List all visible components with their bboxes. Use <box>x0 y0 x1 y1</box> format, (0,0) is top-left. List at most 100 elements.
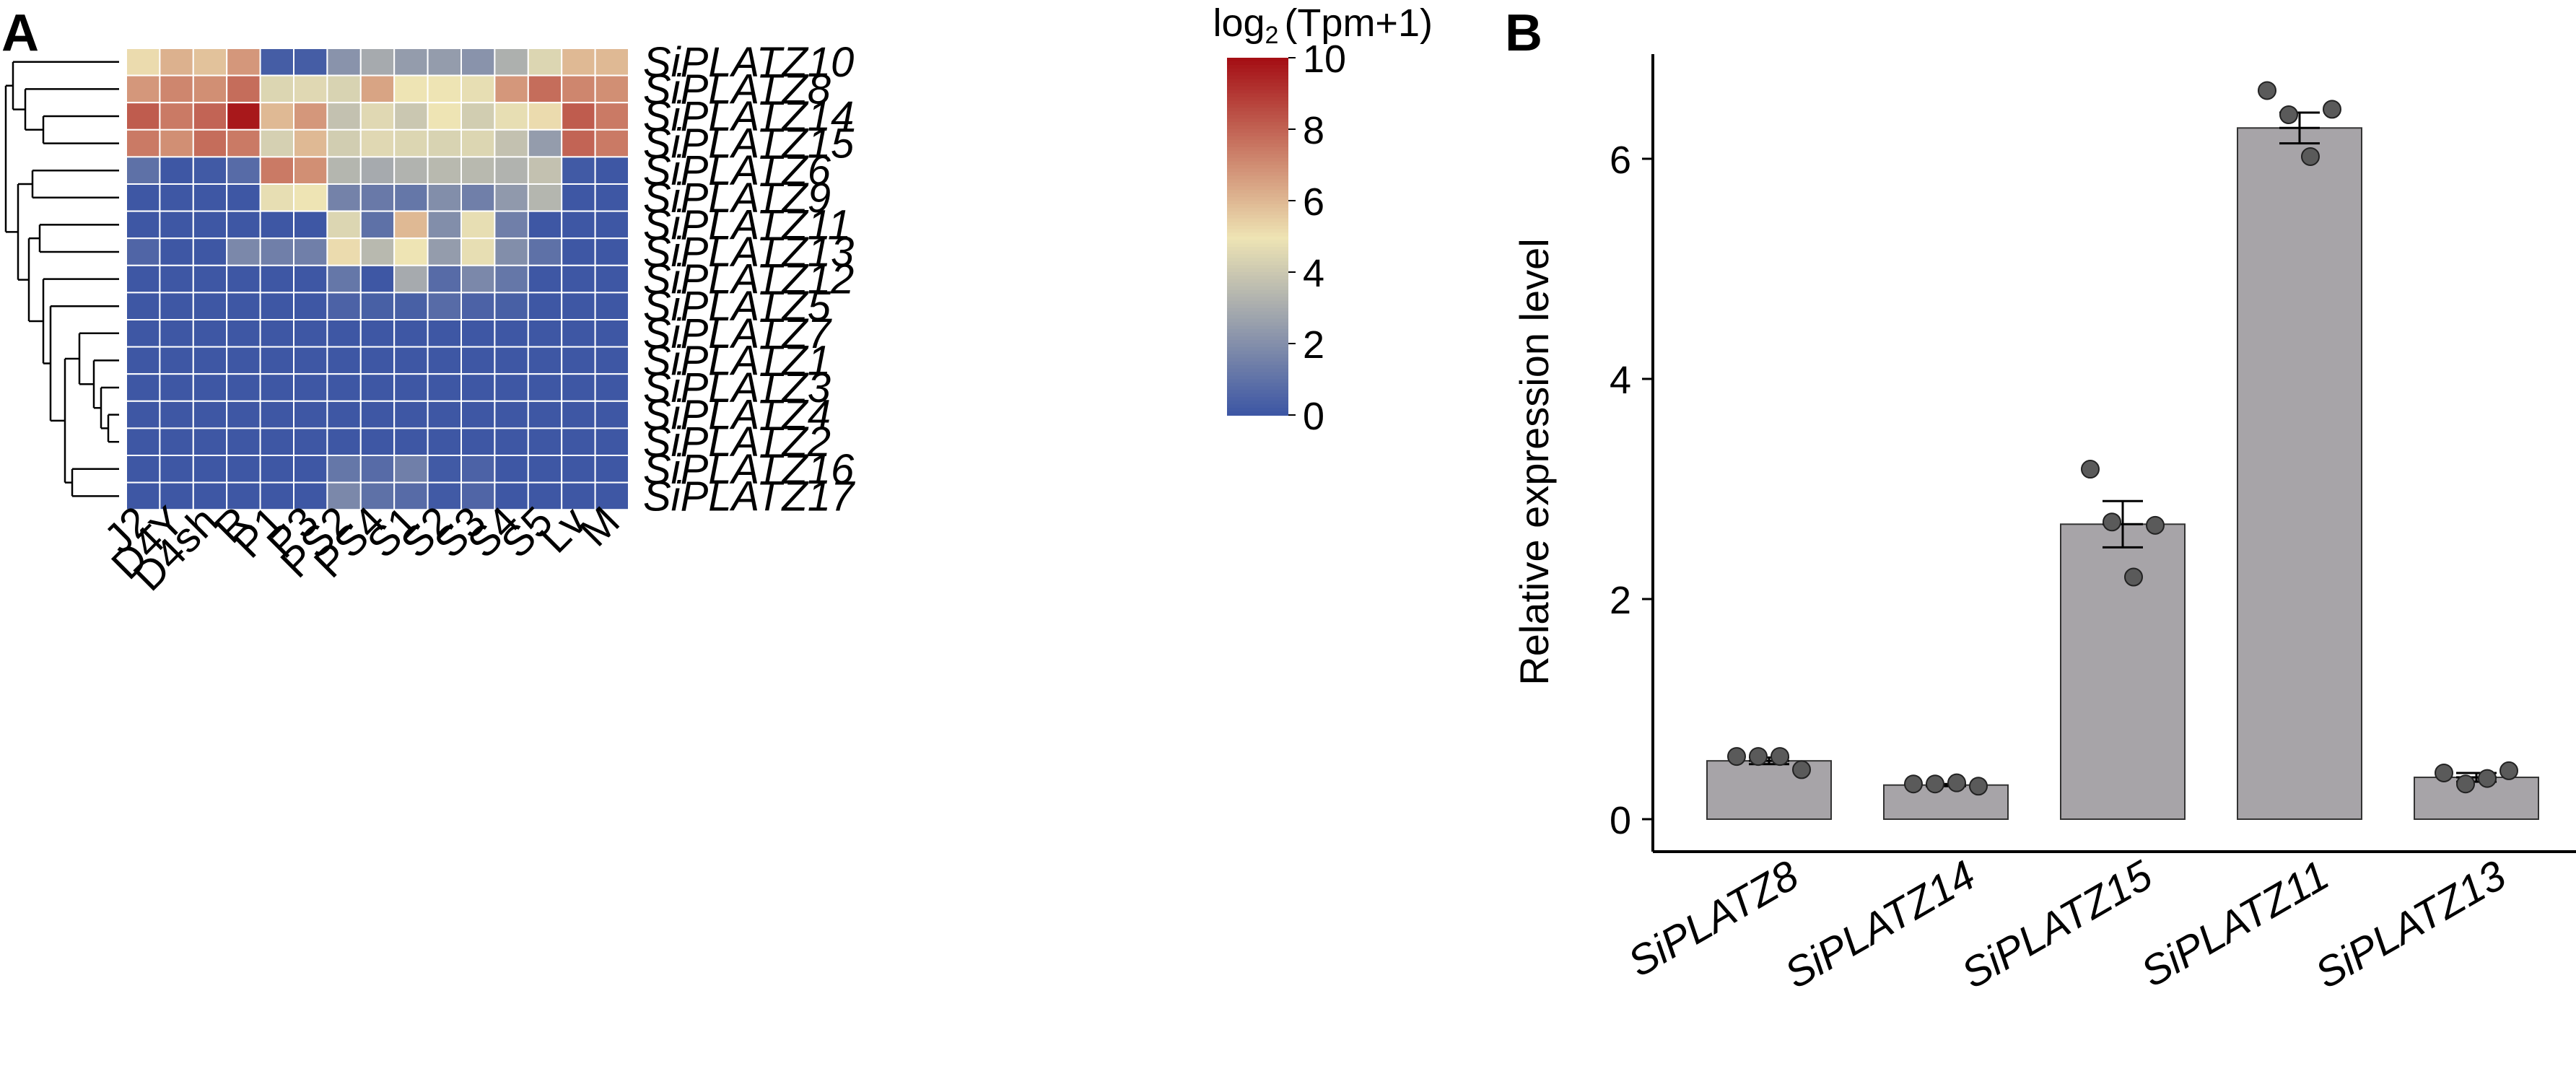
legend-gradient-segment <box>1227 64 1288 69</box>
legend-gradient-segment <box>1227 361 1288 366</box>
legend-gradient-segment <box>1227 329 1288 334</box>
replicate-point <box>2279 105 2298 124</box>
legend-gradient-segment <box>1227 326 1288 331</box>
bars <box>1706 127 2539 821</box>
legend-gradient-segment <box>1227 97 1288 102</box>
heatmap-cell <box>226 427 261 457</box>
x-axis-label: SiPLATZ14 <box>1777 852 1983 997</box>
heatmap-cell <box>527 400 563 429</box>
bar <box>2414 777 2539 821</box>
heatmap-cell <box>561 264 596 294</box>
heatmap-cell <box>293 210 328 240</box>
heatmap-cell <box>427 264 462 294</box>
heatmap-cell <box>460 183 496 212</box>
heatmap-cell <box>226 400 261 429</box>
heatmap-cell <box>494 156 529 185</box>
legend-gradient-segment <box>1227 100 1288 105</box>
legend-tick-label: 6 <box>1303 180 1324 224</box>
heatmap-cell <box>293 74 328 104</box>
heatmap-cell <box>326 427 362 457</box>
replicate-point <box>1727 747 1746 766</box>
heatmap-cell <box>359 373 396 402</box>
heatmap-cell <box>259 319 295 348</box>
legend-gradient-segment <box>1227 318 1288 323</box>
heatmap-cell <box>527 102 563 131</box>
legend-gradient-segment <box>1227 93 1288 98</box>
heatmap-cell <box>192 346 228 375</box>
heatmap-cell <box>192 156 228 185</box>
legend-gradient-segment <box>1227 175 1288 180</box>
legend-gradient-segment <box>1227 254 1288 259</box>
heatmap-cell <box>192 373 228 402</box>
heatmap-cell <box>192 427 228 457</box>
legend-gradient-segment <box>1227 161 1288 166</box>
heatmap-cell <box>359 128 396 158</box>
heatmap-cell <box>192 74 228 104</box>
y-tick-label: 2 <box>1610 579 1631 622</box>
legend-gradient-segment <box>1227 179 1288 184</box>
legend-gradient-segment <box>1227 404 1288 409</box>
heatmap-cell <box>126 102 161 131</box>
legend-gradient-segment <box>1227 207 1288 212</box>
legend-gradient-segment <box>1227 350 1288 355</box>
heatmap-cell <box>159 237 194 266</box>
color-legend: log2 (Tpm+1) 0 2 4 6 8 10 <box>1213 1 1433 438</box>
y-axis-title: Relative expression level <box>1511 238 1557 685</box>
bar <box>2237 127 2362 821</box>
heatmap-cell <box>326 210 362 240</box>
legend-gradient-segment <box>1227 136 1288 141</box>
heatmap-cell <box>326 237 362 266</box>
heatmap-cell <box>259 373 295 402</box>
heatmap-cell <box>192 264 228 294</box>
legend-gradient-segment <box>1227 261 1288 266</box>
legend-gradient-segment <box>1227 368 1288 373</box>
heatmap-cell <box>259 210 295 240</box>
heatmap-cell <box>126 427 161 457</box>
heatmap-row-label: SiPLATZ7 <box>643 310 833 357</box>
heatmap-cell <box>259 400 295 429</box>
heatmap-cell <box>293 455 328 484</box>
heatmap-row-label: SiPLATZ2 <box>643 419 831 466</box>
legend-gradient-segment <box>1227 232 1288 237</box>
heatmap-cell <box>293 237 328 266</box>
heatmap-cell <box>527 74 563 104</box>
heatmap-row-label: SiPLATZ10 <box>643 39 854 86</box>
heatmap-cell <box>594 264 629 294</box>
heatmap-cell <box>594 427 629 457</box>
heatmap-cell <box>126 128 161 158</box>
replicate-point <box>2103 512 2121 532</box>
legend-gradient-segment <box>1227 115 1288 120</box>
heatmap-row-label: SiPLATZ9 <box>643 175 831 222</box>
legend-gradient-segment <box>1227 333 1288 338</box>
legend-gradient-segment <box>1227 61 1288 66</box>
heatmap-cell <box>326 346 362 375</box>
heatmap-cell <box>494 237 529 266</box>
heatmap-cell <box>594 74 629 104</box>
heatmap-cell <box>126 319 161 348</box>
heatmap-cell <box>159 455 194 484</box>
heatmap-cell <box>159 156 194 185</box>
legend-gradient-segment <box>1227 293 1288 298</box>
heatmap-cell <box>326 400 362 429</box>
heatmap-cell <box>259 427 295 457</box>
heatmap-cell <box>159 128 194 158</box>
legend-title: log2 (Tpm+1) <box>1213 1 1433 49</box>
heatmap-cell <box>427 427 462 457</box>
heatmap-cell <box>427 400 462 429</box>
heatmap-cell <box>259 455 295 484</box>
heatmap-cell <box>527 128 563 158</box>
heatmap-cell <box>359 400 396 429</box>
legend-gradient-segment <box>1227 225 1288 230</box>
heatmap-row-label: SiPLATZ6 <box>643 147 831 194</box>
heatmap-cell <box>259 346 295 375</box>
legend-gradient-segment <box>1227 243 1288 248</box>
legend-gradient-segment <box>1227 372 1288 377</box>
heatmap-cell <box>561 183 596 212</box>
legend-gradient-segment <box>1227 379 1288 384</box>
x-axis-label: SiPLATZ13 <box>2308 852 2514 997</box>
legend-gradient-segment <box>1227 183 1288 188</box>
heatmap-cell <box>494 400 529 429</box>
replicate-point <box>2323 100 2341 119</box>
